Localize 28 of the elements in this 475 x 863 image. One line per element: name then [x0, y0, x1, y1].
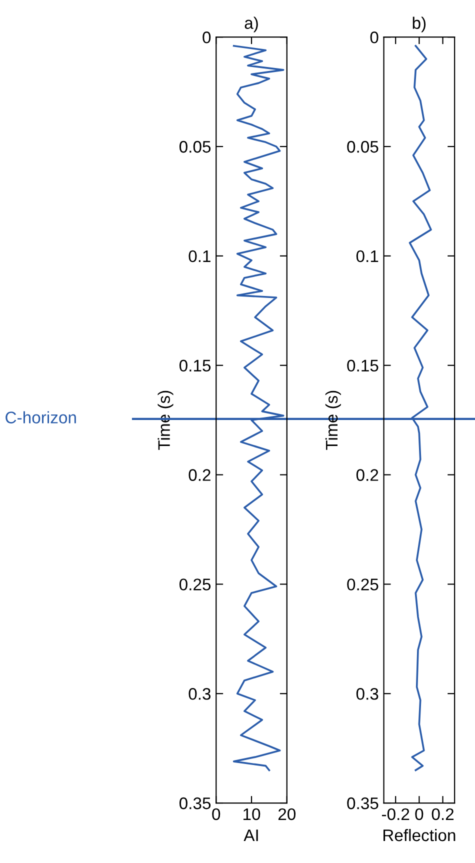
x-axis-title: AI — [244, 830, 258, 842]
y-tick-label: 0.3 — [188, 688, 211, 700]
y-tick-label: 0.1 — [356, 250, 378, 262]
y-tick-label: 0.35 — [347, 797, 378, 810]
y-tick-label: 0.35 — [179, 797, 211, 810]
x-tick-label: -0.2 — [382, 808, 410, 820]
y-tick-label: 0.3 — [356, 688, 378, 700]
x-tick-label: 20 — [278, 808, 296, 820]
chart-title: a) — [244, 16, 258, 32]
x-tick-label: 0 — [212, 808, 220, 820]
y-tick-label: 0.2 — [356, 469, 378, 481]
y-tick-label: 0.1 — [188, 250, 210, 262]
y-tick-label: 0.15 — [347, 360, 378, 372]
y-tick-label: 0 — [202, 32, 211, 44]
x-axis-title: Reflection — [384, 828, 456, 842]
y-axis-title: Time (s) — [325, 390, 341, 450]
ref-line-label: C-horizon — [6, 411, 76, 424]
y-tick-label: 0 — [370, 32, 378, 44]
y-tick-label: 0.05 — [347, 140, 378, 153]
y-tick-label: 0.15 — [179, 360, 211, 372]
x-tick-label: 0 — [415, 808, 424, 820]
x-tick-label: 10 — [244, 808, 260, 820]
y-tick-label: 0.05 — [179, 140, 211, 153]
y-tick-label: 0.25 — [179, 578, 211, 590]
y-tick-label: 0.25 — [347, 578, 378, 590]
x-tick-label: 0.2 — [432, 808, 454, 820]
y-tick-label: 0.2 — [188, 469, 210, 481]
chart-title: b) — [412, 16, 426, 32]
